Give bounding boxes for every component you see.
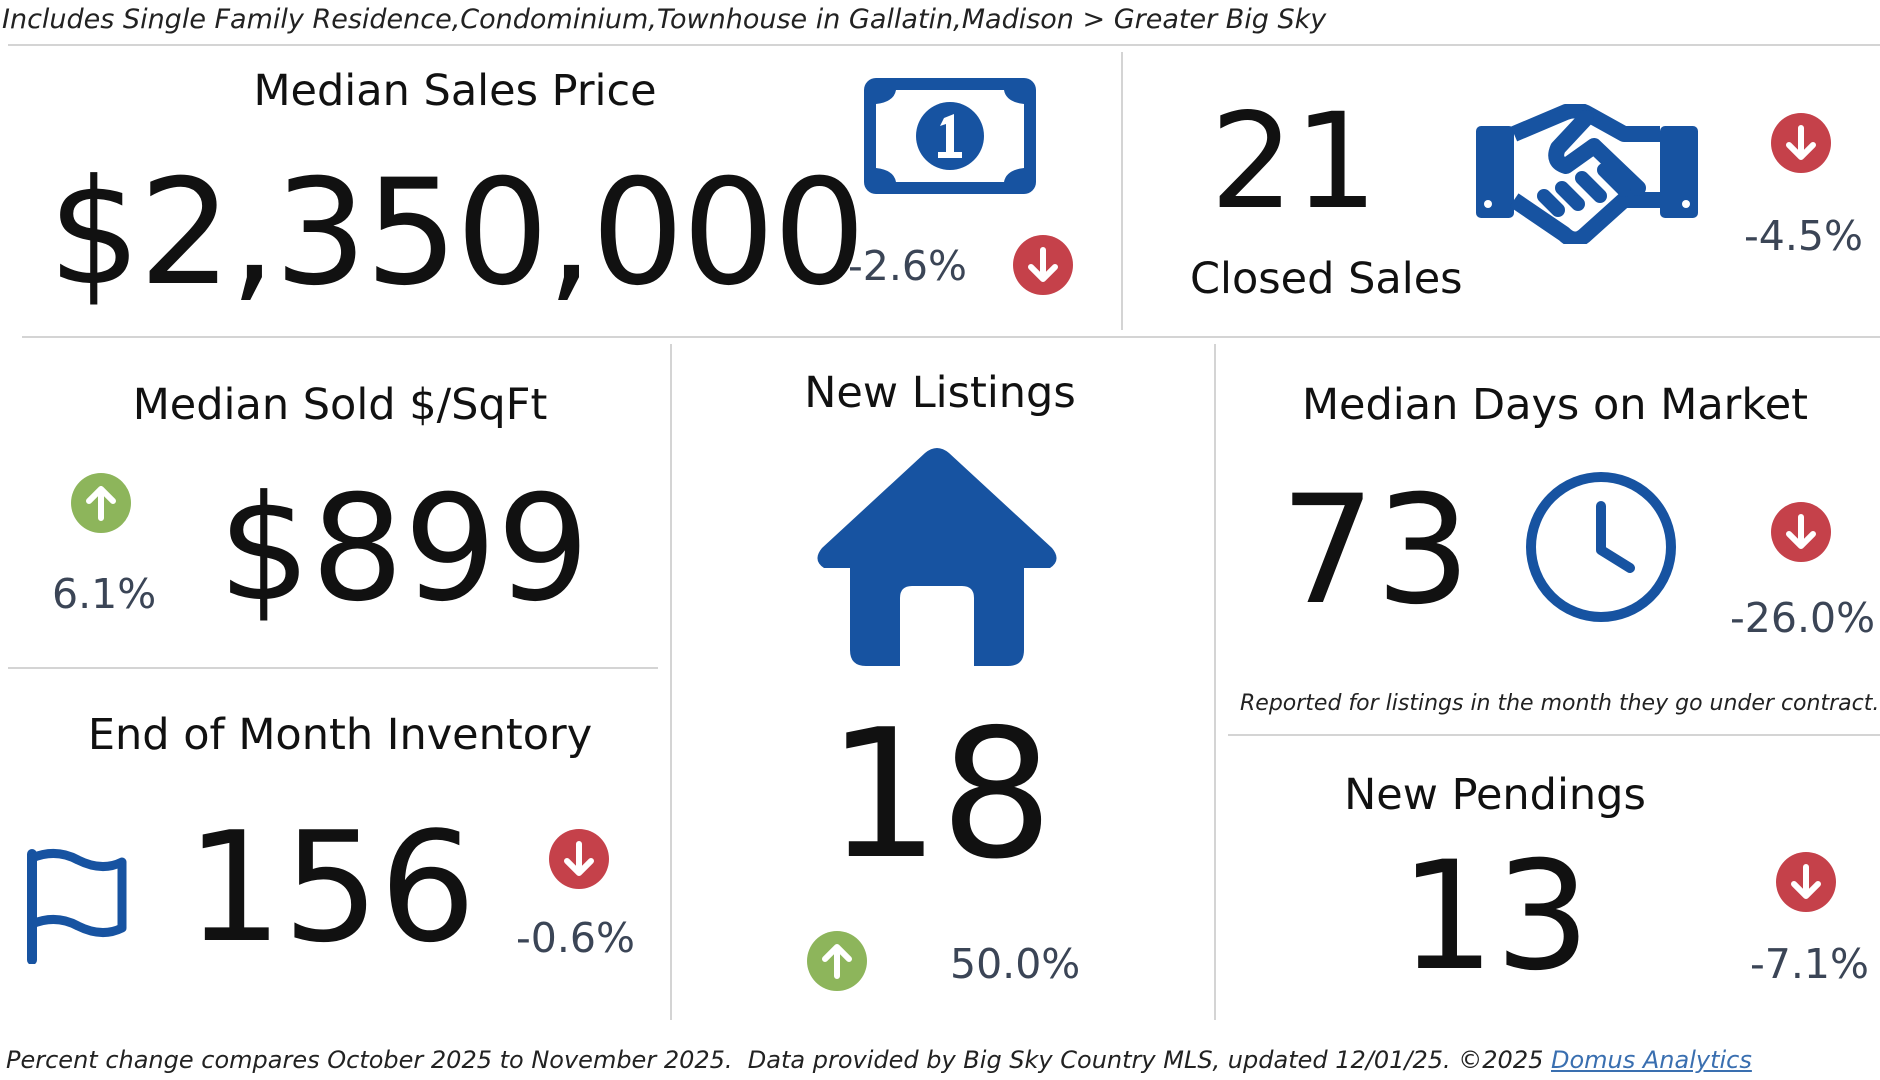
down-arrow-icon: [1776, 852, 1836, 912]
divider: [8, 667, 658, 669]
closed-sales-title: Closed Sales: [1190, 254, 1463, 304]
footer-note: Percent change compares October 2025 to …: [6, 1046, 1752, 1074]
end-of-month-inventory-value: 156: [186, 799, 477, 976]
median-sales-price-value: $2,350,000: [48, 148, 866, 318]
divider: [1121, 52, 1123, 330]
footer-text: Percent change compares October 2025 to …: [6, 1046, 1551, 1074]
median-sold-sqft-title: Median Sold $/SqFt: [132, 380, 548, 430]
new-pendings-value: 13: [1399, 830, 1591, 1004]
handshake-icon: [1474, 104, 1700, 244]
down-arrow-icon: [1013, 235, 1073, 295]
up-arrow-icon: [71, 473, 131, 533]
median-days-note: Reported for listings in the month they …: [1240, 691, 1880, 716]
end-of-month-inventory-change: -0.6%: [516, 914, 635, 962]
down-arrow-icon: [549, 829, 609, 889]
median-sold-sqft-value: $899: [218, 464, 590, 634]
divider: [8, 44, 1880, 46]
median-sales-price-change: -2.6%: [848, 242, 967, 290]
median-sales-price-title: Median Sales Price: [253, 66, 657, 116]
flag-icon: [24, 848, 128, 964]
median-days-on-market-title: Median Days on Market: [1301, 380, 1809, 430]
new-listings-value: 18: [826, 691, 1054, 898]
closed-sales-change: -4.5%: [1744, 212, 1863, 260]
dollar-bill-icon: [864, 78, 1036, 194]
median-sold-sqft-change: 6.1%: [52, 570, 157, 618]
divider: [22, 336, 1880, 338]
median-days-on-market-change: -26.0%: [1730, 594, 1876, 642]
domus-analytics-link[interactable]: Domus Analytics: [1551, 1046, 1752, 1074]
divider: [670, 344, 672, 1020]
down-arrow-icon: [1771, 113, 1831, 173]
down-arrow-icon: [1771, 502, 1831, 562]
median-days-on-market-value: 73: [1280, 464, 1471, 638]
end-of-month-inventory-title: End of Month Inventory: [87, 710, 593, 760]
divider: [1228, 734, 1880, 736]
up-arrow-icon: [807, 931, 867, 991]
clock-icon: [1524, 470, 1678, 624]
house-icon: [812, 444, 1062, 666]
new-pendings-change: -7.1%: [1750, 940, 1869, 988]
new-listings-title: New Listings: [804, 368, 1076, 418]
closed-sales-value: 21: [1210, 85, 1378, 239]
filter-description: Includes Single Family Residence,Condomi…: [2, 4, 1327, 35]
divider: [1214, 344, 1216, 1020]
new-pendings-title: New Pendings: [1344, 770, 1646, 820]
new-listings-change: 50.0%: [950, 940, 1081, 988]
